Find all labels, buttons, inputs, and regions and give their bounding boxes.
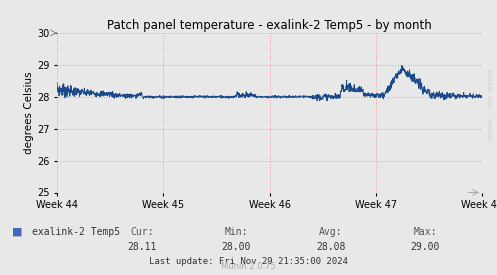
Y-axis label: degrees Celsius: degrees Celsius (24, 72, 34, 154)
Text: Cur:: Cur: (130, 227, 154, 237)
Text: Avg:: Avg: (319, 227, 342, 237)
Text: Munin 2.0.75: Munin 2.0.75 (221, 262, 276, 271)
Title: Patch panel temperature - exalink-2 Temp5 - by month: Patch panel temperature - exalink-2 Temp… (107, 19, 432, 32)
Text: Max:: Max: (413, 227, 437, 237)
Text: ■: ■ (12, 227, 23, 237)
Text: RRDTOOL / TOBI OETIKER: RRDTOOL / TOBI OETIKER (489, 69, 494, 140)
Text: Min:: Min: (224, 227, 248, 237)
Text: exalink-2 Temp5: exalink-2 Temp5 (32, 227, 120, 237)
Text: Last update: Fri Nov 29 21:35:00 2024: Last update: Fri Nov 29 21:35:00 2024 (149, 257, 348, 266)
Text: 28.11: 28.11 (127, 242, 157, 252)
Text: 28.08: 28.08 (316, 242, 345, 252)
Text: 29.00: 29.00 (410, 242, 440, 252)
Text: 28.00: 28.00 (221, 242, 251, 252)
